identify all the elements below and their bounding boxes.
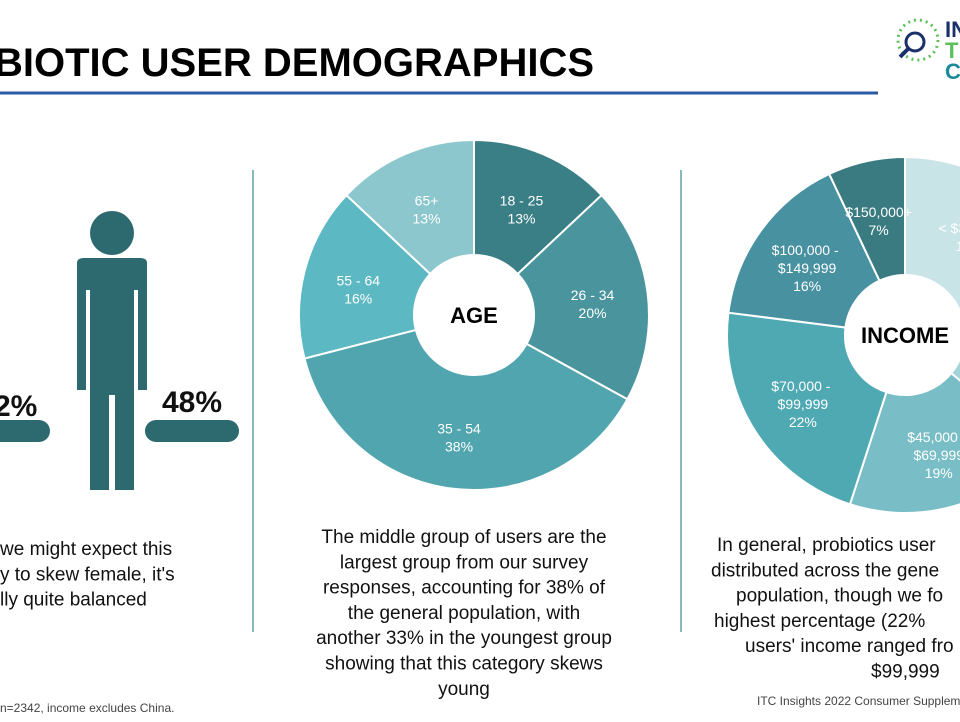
paragraph-line: the general population, with (348, 603, 580, 624)
segment-value: 7% (868, 222, 888, 238)
donut-segment (298, 193, 432, 360)
paragraph-line: responses, accounting for 38% of (323, 578, 606, 599)
paragraph-line: young (438, 679, 490, 700)
segment-category: $45,000 - $69,999 (907, 429, 960, 463)
segment-category: $100,000 - $149,999 (772, 242, 843, 276)
person-icon (77, 211, 147, 490)
gender-bar (145, 420, 239, 442)
paragraph-line: $99,999 (871, 662, 940, 683)
donut-segment (516, 193, 651, 401)
segment-value: 13% (413, 210, 441, 226)
segment-value: 18% (956, 238, 960, 254)
donut-segment (726, 311, 888, 506)
donut-center-label: INCOME (861, 323, 949, 348)
donut-segment (473, 138, 603, 276)
paragraph-line: largest group from our survey (340, 552, 589, 573)
segment-category: 55 - 64 (336, 272, 380, 288)
segment-value: 38% (445, 439, 473, 455)
donut-chart: 18 - 25 13% 26 - 34 20% 35 - 54 38% 55 - 64 16%… (298, 138, 651, 492)
segment-category: $150,000+ (845, 204, 912, 220)
donut-segment (827, 155, 906, 283)
gender-text: we might expect this y to skew female, it… (0, 539, 175, 611)
paragraph-line: users' income ranged fro (745, 636, 954, 657)
segment-value: 19% (925, 465, 953, 481)
donut-segment (727, 172, 881, 329)
gender-value: 48% (162, 386, 222, 419)
donut-segment (303, 328, 629, 492)
donut-segment (904, 155, 960, 311)
paragraph-line: distributed across the gene (711, 560, 939, 581)
segment-value: 13% (507, 210, 535, 226)
donut-segment (848, 371, 960, 514)
segment-category: 18 - 25 (500, 192, 544, 208)
footer-source: ITC Insights 2022 Consumer Supplement (757, 694, 960, 708)
segment-category: < $30,000 (938, 220, 960, 236)
paragraph-line: The middle group of users are the (321, 527, 606, 548)
paragraph-line: showing that this category skews (325, 654, 603, 675)
segment-category: 35 - 54 (437, 421, 481, 437)
age-text: The middle group of users are the largest… (316, 527, 612, 700)
segment-value: 16% (344, 290, 372, 306)
segment-category: 65+ (415, 192, 439, 208)
slide-title: BIOTIC USER DEMOGRAPHICS (0, 41, 594, 85)
logo-icon (896, 18, 940, 62)
segment-category: 26 - 34 (571, 287, 615, 303)
footer-note: n=2342, income excludes China. (0, 701, 174, 715)
segment-value: 20% (579, 305, 607, 321)
paragraph-line: another 33% in the youngest group (316, 628, 612, 649)
paragraph-line: highest percentage (22% (714, 611, 925, 632)
segment-category: $70,000 - $99,999 (771, 378, 834, 412)
logo-text: C (945, 59, 960, 84)
donut-segment (345, 138, 475, 276)
paragraph-line: we might expect this (0, 539, 172, 560)
donut-hole (415, 256, 533, 374)
paragraph-line: lly quite balanced (0, 590, 147, 611)
paragraph-line: y to skew female, it's (0, 564, 175, 585)
paragraph-line: population, though we fo (736, 586, 943, 607)
logo-text: T (945, 38, 959, 63)
paragraph-line: In general, probiotics user (717, 535, 936, 556)
gender-bar (0, 420, 50, 442)
gender-value: 2% (0, 390, 37, 423)
segment-value: 16% (793, 278, 821, 294)
donut-hole (846, 276, 960, 394)
donut-center-label: AGE (450, 303, 498, 328)
donut-chart: < $30,00018%$30,000 - $44,99918%$45,000 … (726, 155, 960, 514)
logo-text: IN (945, 17, 960, 42)
income-text: In general, probiotics user distributed a… (711, 535, 954, 683)
segment-value: 22% (789, 414, 817, 430)
